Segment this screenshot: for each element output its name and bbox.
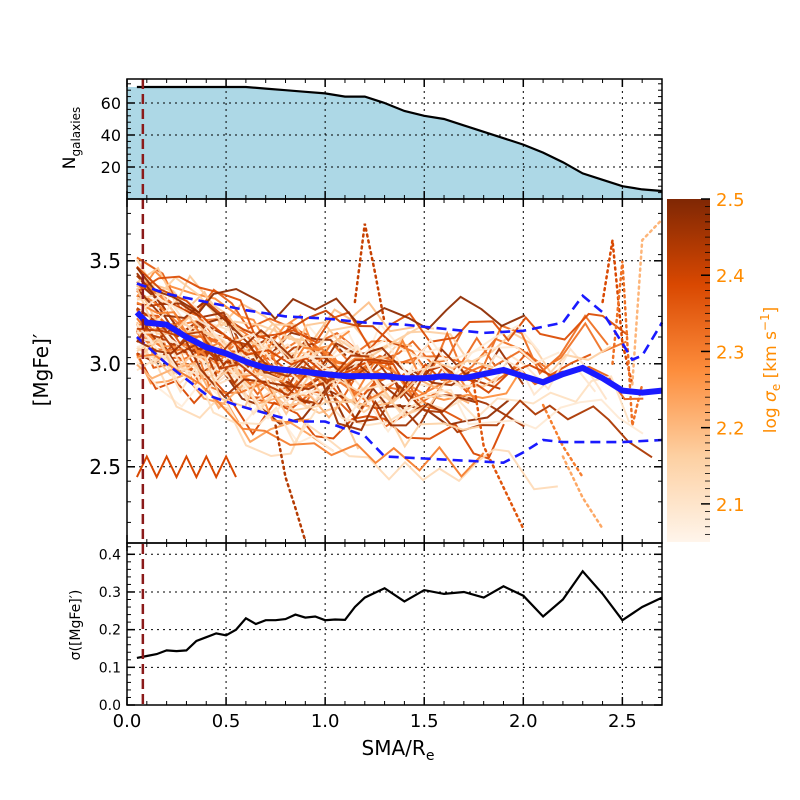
y-tick-label: 2.5 (89, 455, 121, 479)
middle-panel-mgfe: 2.5 3.0 3.5 [MgFe]′ (29, 199, 664, 544)
colorbar-tick-label: 2.5 (716, 190, 745, 211)
galaxy-profile-line (136, 294, 380, 388)
x-tick-label: 2.0 (509, 711, 538, 732)
galaxy-profile-line (136, 266, 309, 351)
galaxy-profile-line (136, 346, 558, 491)
top-ylabel-sub: galaxies (69, 107, 83, 157)
dotted-profile-tails (274, 218, 664, 543)
dotted-tail-line (274, 424, 307, 543)
colorbar-tick-label: 2.4 (716, 266, 745, 287)
dotted-tail-line (353, 223, 386, 324)
bottom-ylabel: σ([MgFe]′) (68, 590, 84, 661)
x-tick-label: 0.0 (113, 711, 142, 732)
panel-frames (126, 78, 663, 706)
x-tick-label: 0.5 (212, 711, 241, 732)
bottom-grid (127, 543, 662, 705)
x-tick-label: 2.5 (608, 711, 637, 732)
bottom-y-ticks: 0.0 0.1 0.2 0.3 0.4 (99, 546, 662, 714)
ngalaxies-line (136, 85, 663, 193)
colorbar-gradient (667, 199, 710, 542)
colorbar-ticks: 2.1 2.2 2.3 2.4 2.5 (701, 190, 745, 535)
y-tick-label: 0.0 (99, 698, 121, 714)
x-tick-label: 1.5 (410, 711, 439, 732)
middle-grid (127, 199, 662, 543)
y-tick-label: 3.0 (89, 352, 121, 376)
galaxy-profile-line (136, 300, 409, 348)
y-tick-label: 0.4 (99, 547, 121, 563)
galaxy-profile-line (136, 337, 481, 449)
colorbar: 2.1 2.2 2.3 2.4 2.5 log σe [km s−1] (667, 190, 783, 542)
dotted-tail-line (561, 455, 604, 530)
ngalaxies-area (127, 87, 662, 199)
middle-ylabel: [MgFe]′ (29, 333, 53, 406)
top-panel-ngalaxies: 20 40 60 Ngalaxies (60, 79, 663, 200)
top-ylabel-main: N (60, 157, 80, 170)
dotted-tail-line (541, 403, 584, 479)
galaxy-profile-line (136, 265, 555, 394)
y-tick-label: 0.2 (99, 623, 121, 639)
galaxy-profile-line (136, 317, 370, 385)
x-axis-label-sub: e (426, 748, 435, 764)
panel-frame (126, 542, 663, 706)
y-tick-label: 20 (101, 158, 121, 177)
galaxy-profile-line (136, 266, 526, 331)
dotted-tail-line (472, 383, 525, 530)
galaxy-profile-line (135, 454, 237, 480)
colorbar-tick-label: 2.3 (716, 342, 745, 363)
x-axis-label-main: SMA/R (362, 736, 426, 760)
sigma-line (136, 569, 663, 659)
colorbar-tick-label: 2.2 (716, 419, 745, 440)
galaxy-profile-line (136, 323, 644, 435)
colorbar-tick-label: 2.1 (716, 495, 745, 516)
upper-band-line (136, 282, 664, 362)
y-tick-label: 0.1 (99, 660, 121, 676)
galaxy-profile-line (136, 288, 470, 399)
galaxy-profile-line (136, 256, 308, 336)
top-ylabel: Ngalaxies (60, 107, 83, 169)
colorbar-label: log σe [km s−1] (758, 307, 783, 434)
top-y-ticks: 20 40 60 (101, 83, 662, 200)
dotted-tail-line (601, 240, 634, 386)
galaxy-profile-line (136, 353, 485, 479)
dotted-tail-line (631, 218, 664, 386)
galaxy-profile-line (136, 327, 393, 397)
dotted-tail-line (611, 260, 644, 426)
galaxy-profile-line (136, 337, 494, 416)
median-line (134, 310, 663, 396)
galaxy-profiles (135, 256, 653, 491)
lower-band-line (136, 336, 663, 465)
x-tick-label: 1.0 (311, 711, 340, 732)
y-tick-label: 40 (101, 126, 121, 145)
galaxy-profile-line (136, 353, 631, 427)
x-axis-label: SMA/Re (362, 736, 435, 764)
y-tick-label: 60 (101, 94, 121, 113)
y-tick-label: 3.5 (89, 249, 121, 273)
y-tick-label: 0.3 (99, 585, 121, 601)
